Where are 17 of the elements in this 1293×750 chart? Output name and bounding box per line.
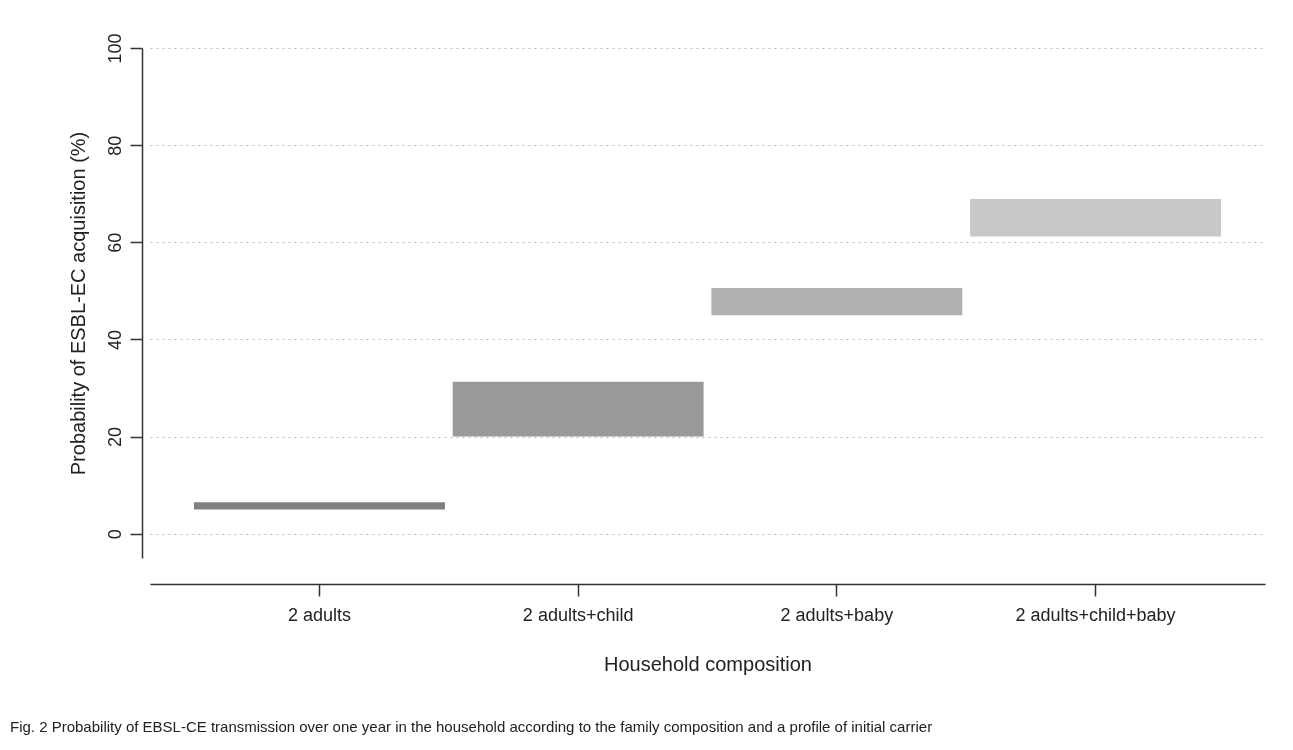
y-tick-label: 80 bbox=[104, 135, 125, 156]
y-tick-label: 60 bbox=[104, 232, 125, 253]
x-tick-label: 2 adults+baby bbox=[780, 604, 894, 625]
bar bbox=[970, 199, 1222, 237]
x-tick-label: 2 adults+child+baby bbox=[1015, 604, 1176, 625]
y-tick-label: 20 bbox=[104, 427, 125, 448]
bar bbox=[452, 381, 704, 437]
bar bbox=[193, 502, 445, 510]
y-tick-label: 40 bbox=[104, 329, 125, 350]
bar bbox=[711, 287, 963, 316]
x-tick-label: 2 adults+child bbox=[522, 604, 634, 625]
x-tick-label: 2 adults bbox=[287, 604, 351, 625]
y-tick-label: 0 bbox=[104, 529, 125, 540]
x-axis-title: Household composition bbox=[604, 652, 812, 675]
y-axis-title: Probability of ESBL-EC acquisition (%) bbox=[66, 131, 89, 476]
y-tick-label: 100 bbox=[104, 33, 125, 64]
caption: Fig. 2 Probability of EBSL-CE transmission over one year in the household according to the family composition and a profile of initial carrier bbox=[10, 718, 933, 735]
